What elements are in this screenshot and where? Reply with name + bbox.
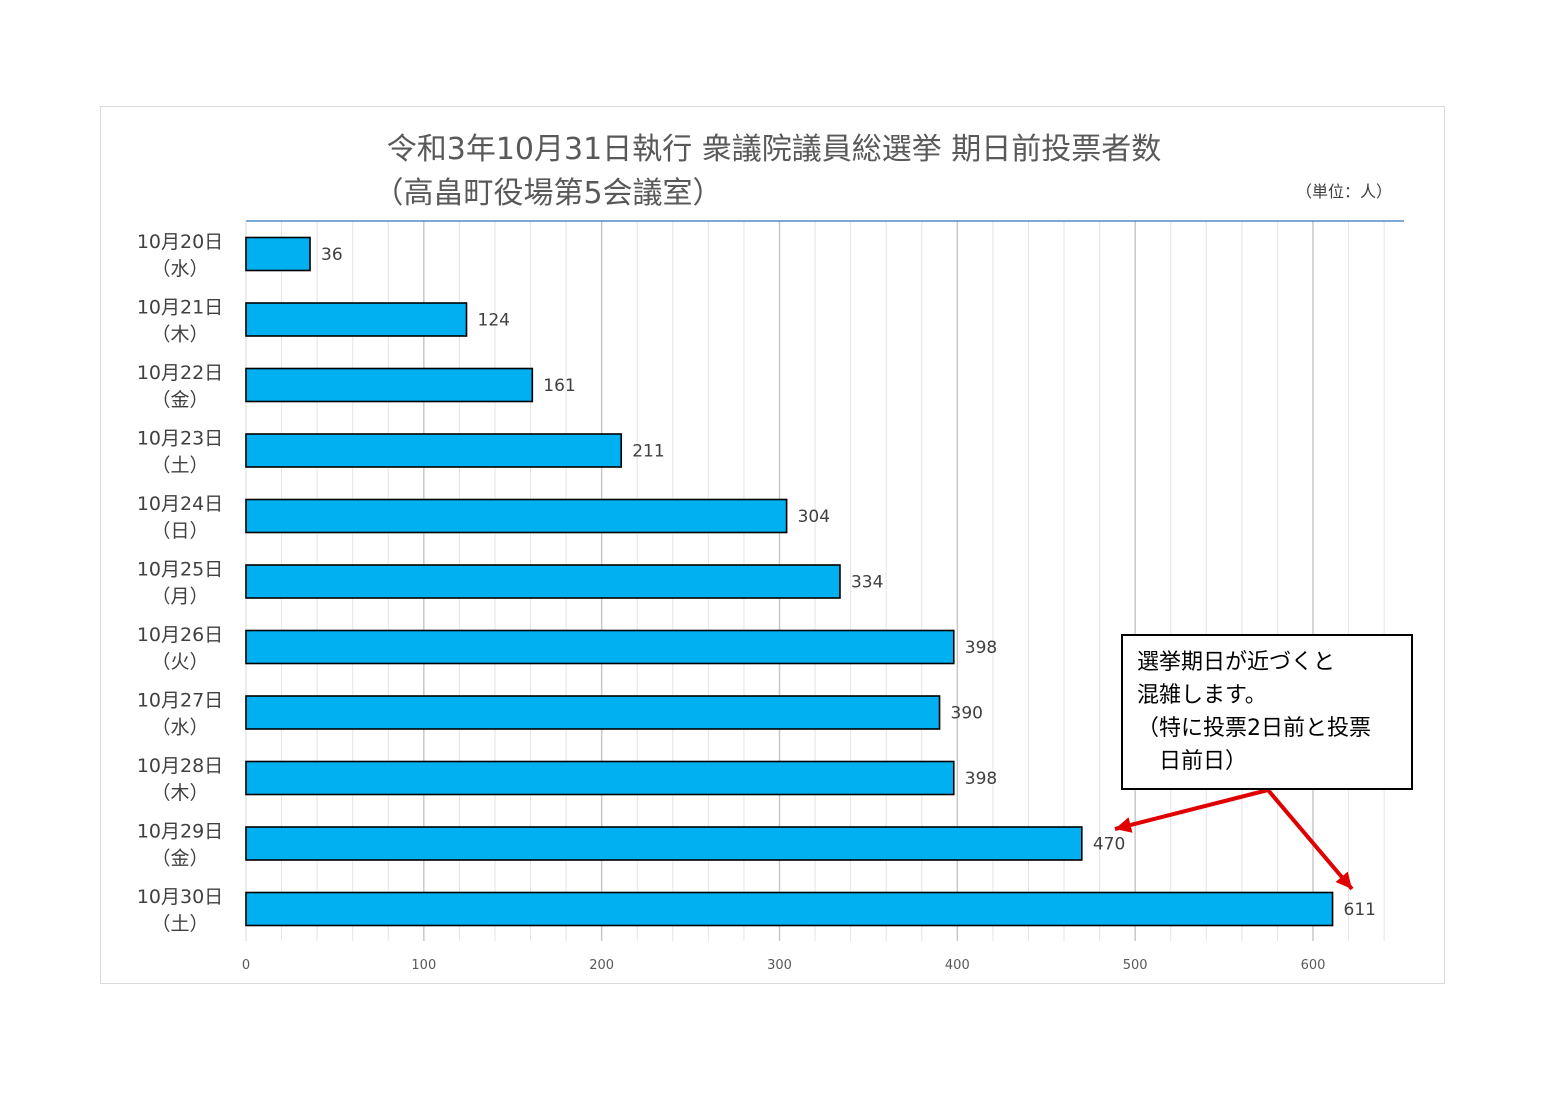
chart-subtitle: （高畠町役場第5会議室）: [373, 176, 723, 211]
callout-line: （特に投票2日前と投票: [1137, 716, 1371, 741]
bar: [245, 695, 941, 730]
y-tick-label-day: （日）: [151, 520, 208, 542]
bar: [245, 498, 788, 534]
y-tick-label-day: （金）: [151, 389, 208, 411]
x-tick-label: 300: [767, 958, 792, 973]
value-label: 36: [321, 245, 343, 265]
y-tick-label-date: 10月20日: [137, 231, 223, 253]
callout-line: 日前日）: [1137, 749, 1248, 774]
bar: [245, 433, 623, 468]
y-tick-label-date: 10月27日: [137, 690, 223, 712]
value-label: 304: [798, 507, 830, 527]
y-tick-label-day: （水）: [151, 717, 208, 739]
bar: [245, 891, 1334, 927]
value-label: 124: [478, 311, 510, 331]
y-tick-label-date: 10月24日: [137, 493, 223, 515]
value-label: 398: [965, 638, 997, 658]
value-label: 211: [632, 442, 664, 462]
y-tick-label-date: 10月29日: [137, 821, 223, 843]
value-label: 334: [851, 573, 883, 593]
y-tick-label-day: （火）: [151, 651, 208, 673]
bar: [245, 629, 955, 665]
labels: 0 100 200 300 400 500 600 36 10月20日 （水） 124 10月21日 （…: [137, 231, 1376, 973]
callout-line: 混雑します。: [1137, 683, 1267, 708]
y-tick-label-date: 10月28日: [137, 755, 223, 777]
value-label: 398: [965, 769, 997, 789]
y-tick-label-day: （金）: [151, 848, 208, 870]
bars: [245, 236, 1334, 927]
y-tick-label-date: 10月25日: [137, 559, 223, 581]
y-tick-label-day: （木）: [151, 782, 208, 804]
annotation-arrow-head: [1115, 817, 1133, 833]
y-tick-label-date: 10月23日: [137, 428, 223, 450]
value-label: 390: [951, 704, 983, 724]
x-tick-label: 100: [411, 958, 436, 973]
y-tick-label-day: （水）: [151, 258, 208, 280]
annotation-callout: 選挙期日が近づくと 混雑します。 （特に投票2日前と投票 日前日）: [1121, 634, 1413, 790]
annotation-arrows: [1114, 788, 1354, 891]
chart-title: 令和3年10月31日執行 衆議院議員総選挙 期日前投票者数: [386, 132, 1162, 167]
bar: [245, 564, 841, 599]
y-tick-label-date: 10月30日: [137, 886, 223, 908]
y-tick-label-day: （木）: [151, 324, 208, 346]
x-tick-label: 0: [242, 958, 250, 973]
x-tick-label: 600: [1301, 958, 1326, 973]
bar: [245, 302, 468, 337]
bar: [245, 826, 1083, 861]
y-tick-label-day: （土）: [151, 455, 208, 477]
value-label: 611: [1344, 900, 1376, 920]
annotation-arrow-shaft: [1266, 788, 1354, 891]
value-label: 161: [543, 376, 575, 396]
y-tick-label-date: 10月21日: [137, 297, 223, 319]
bar: [245, 236, 311, 272]
unit-label: （単位：人）: [1296, 182, 1393, 201]
y-tick-label-date: 10月26日: [137, 624, 223, 646]
y-tick-label-day: （土）: [151, 913, 208, 935]
x-tick-label: 500: [1123, 958, 1148, 973]
value-label: 470: [1093, 835, 1125, 855]
annotation-arrow-head: [1335, 871, 1352, 889]
callout-line: 選挙期日が近づくと: [1137, 650, 1336, 675]
y-tick-label-day: （月）: [151, 586, 208, 608]
x-tick-label: 400: [945, 958, 970, 973]
bar: [245, 760, 955, 796]
y-tick-label-date: 10月22日: [137, 362, 223, 384]
bar: [245, 367, 534, 403]
annotation-arrow-shaft: [1114, 788, 1269, 831]
x-tick-label: 200: [589, 958, 614, 973]
